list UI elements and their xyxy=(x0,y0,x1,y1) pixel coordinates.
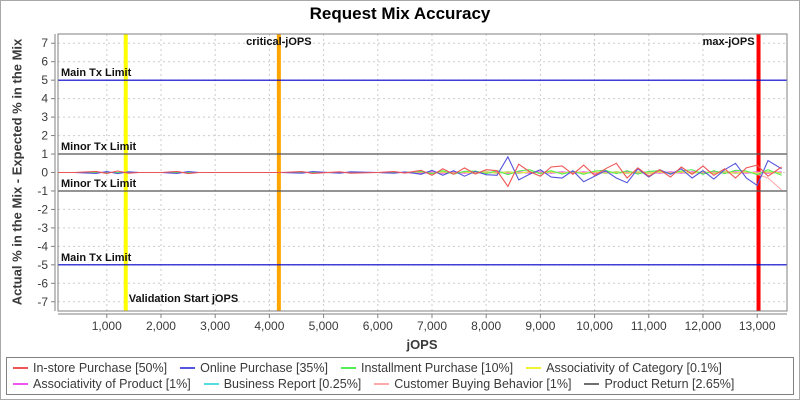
legend-swatch xyxy=(13,383,28,385)
marker-label: max-jOPS xyxy=(703,36,755,48)
legend-swatch xyxy=(203,383,219,385)
marker-label: Validation Start jOPS xyxy=(129,293,238,305)
legend-swatch xyxy=(584,383,600,385)
limit-line-label: Minor Tx Limit xyxy=(61,178,137,190)
legend-label: Online Purchase [35%] xyxy=(200,361,328,375)
legend-swatch xyxy=(374,383,390,385)
x-tick-label: 6,000 xyxy=(363,319,393,333)
y-tick-label: 4 xyxy=(41,92,48,106)
x-tick-label: 8,000 xyxy=(471,319,501,333)
limit-line-label: Main Tx Limit xyxy=(61,252,132,264)
y-tick-label: -3 xyxy=(37,221,48,235)
legend-swatch xyxy=(180,367,196,369)
y-tick-label: 3 xyxy=(41,110,48,124)
legend-row-1: In-store Purchase [50%] Online Purchase [… xyxy=(13,361,787,375)
x-tick-label: 2,000 xyxy=(146,319,176,333)
legend-item: Customer Buying Behavior [1%] xyxy=(374,377,571,391)
y-tick-label: -2 xyxy=(37,202,48,216)
legend-label: Customer Buying Behavior [1%] xyxy=(394,377,572,391)
y-tick-label: 7 xyxy=(41,36,48,50)
x-tick-label: 12,000 xyxy=(685,319,722,333)
legend-row-2: Associativity of Product [1%] Business Re… xyxy=(13,377,787,391)
legend-item: Associativity of Product [1%] xyxy=(13,377,191,391)
series-line-installment-purchase-10 xyxy=(58,169,782,176)
legend-item: In-store Purchase [50%] xyxy=(13,361,167,375)
x-tick-label: 9,000 xyxy=(525,319,555,333)
chart-legend: In-store Purchase [50%] Online Purchase [… xyxy=(6,357,794,395)
y-tick-label: 5 xyxy=(41,73,48,87)
x-tick-label: 4,000 xyxy=(254,319,284,333)
limit-line-label: Minor Tx Limit xyxy=(61,141,137,153)
chart-title: Request Mix Accuracy xyxy=(309,4,491,23)
marker-label: critical-jOPS xyxy=(246,36,311,48)
legend-swatch xyxy=(13,367,28,369)
x-tick-label: 10,000 xyxy=(576,319,613,333)
x-tick-label: 7,000 xyxy=(417,319,447,333)
legend-swatch xyxy=(526,367,542,369)
y-tick-label: 6 xyxy=(41,55,48,69)
series-line-online-purchase-35 xyxy=(58,155,782,187)
y-tick-label: 2 xyxy=(41,129,48,143)
legend-swatch xyxy=(340,367,356,369)
y-tick-label: 1 xyxy=(41,147,48,161)
plot-border xyxy=(57,33,788,312)
x-tick-label: 5,000 xyxy=(309,319,339,333)
limit-line-label: Main Tx Limit xyxy=(61,67,132,79)
legend-label: Product Return [2.65%] xyxy=(604,377,735,391)
x-tick-label: 1,000 xyxy=(92,319,122,333)
y-tick-label: -7 xyxy=(37,295,48,309)
legend-item: Business Report [0.25%] xyxy=(203,377,362,391)
legend-item: Product Return [2.65%] xyxy=(584,377,734,391)
series-line-in-store-purchase-50 xyxy=(58,162,782,188)
y-tick-label: -6 xyxy=(37,276,48,290)
legend-label: Associativity of Product [1%] xyxy=(33,377,191,391)
legend-item: Online Purchase [35%] xyxy=(180,361,328,375)
y-tick-label: 0 xyxy=(41,166,48,180)
legend-label: Associativity of Category [0.1%] xyxy=(546,361,722,375)
legend-label: Business Report [0.25%] xyxy=(223,377,362,391)
x-tick-label: 13,000 xyxy=(739,319,776,333)
legend-item: Installment Purchase [10%] xyxy=(340,361,514,375)
y-tick-label: -5 xyxy=(37,258,48,272)
y-tick-label: -1 xyxy=(37,184,48,198)
x-tick-label: 3,000 xyxy=(200,319,230,333)
chart-plot-area: -7 -6 -5 -4 -3 -2 -1 0 1 2 3 4 5 6 7 1,000 2,000 3,000 4,0… xyxy=(37,33,788,333)
legend-label: Installment Purchase [10%] xyxy=(360,361,514,375)
x-axis-title: jOPS xyxy=(406,337,438,352)
legend-item: Associativity of Category [0.1%] xyxy=(526,361,722,375)
y-tick-label: -4 xyxy=(37,239,48,253)
x-tick-label: 11,000 xyxy=(631,319,667,333)
legend-label: In-store Purchase [50%] xyxy=(33,361,168,375)
